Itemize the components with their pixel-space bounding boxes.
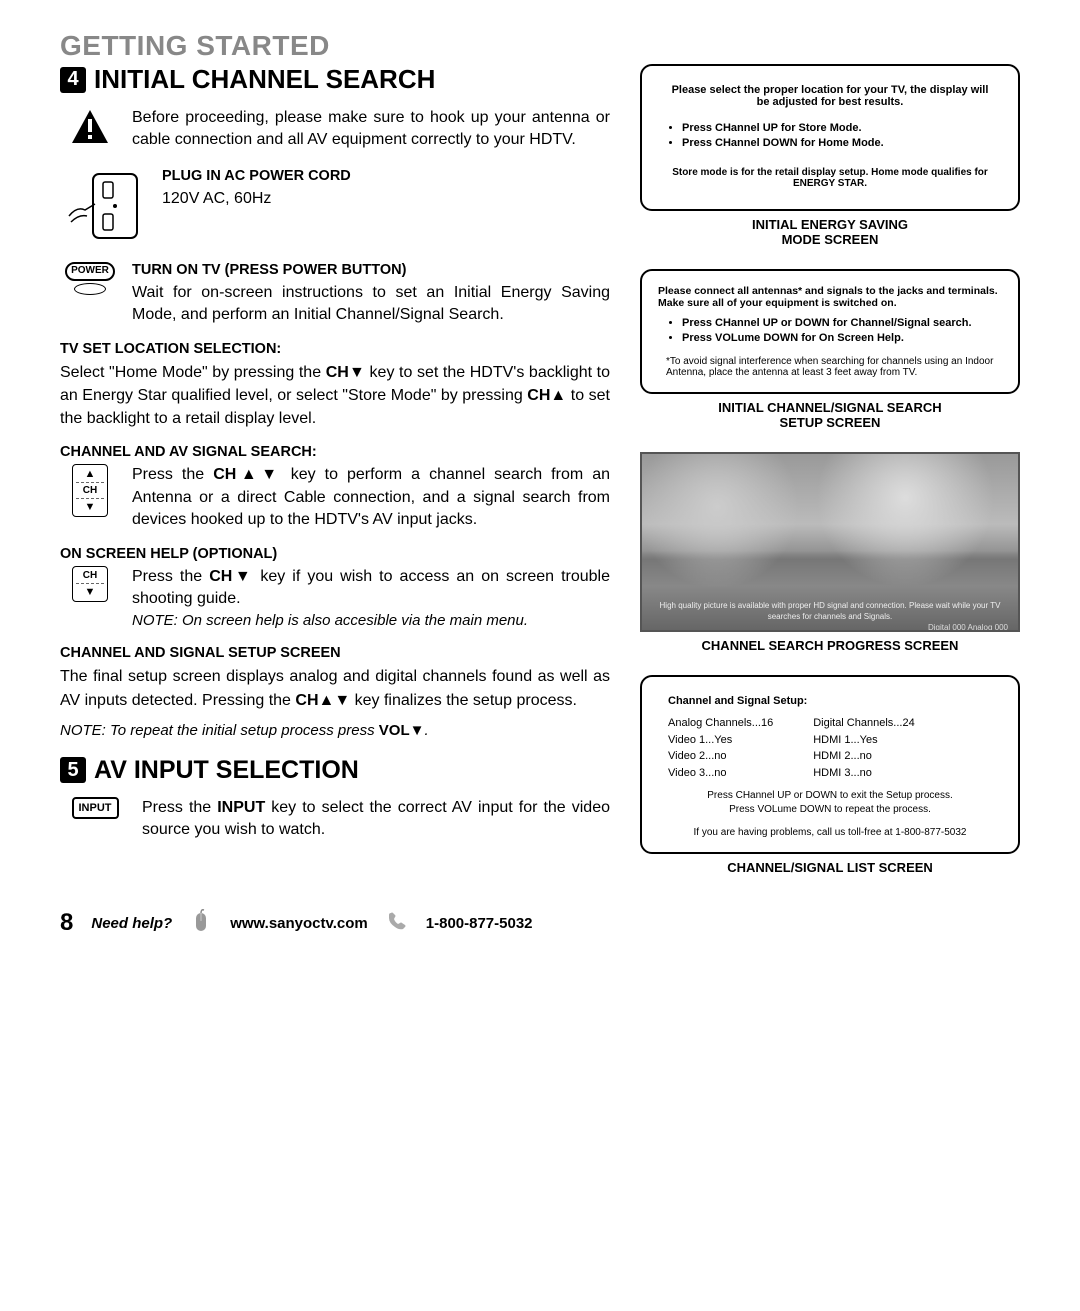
ch-updown-icon: CH [60,464,120,517]
turnon-head: TURN ON TV (PRESS POWER BUTTON) [132,260,610,280]
help-text-block: Press the CH▼ key if you wish to access … [132,566,610,632]
power-button-label: POWER [65,262,115,281]
energy-intro: Please select the proper location for yo… [668,84,992,108]
warning-row: Before proceeding, please make sure to h… [60,107,610,152]
footer-help: Need help? [91,915,172,932]
caption2: INITIAL CHANNEL/SIGNAL SEARCHSETUP SCREE… [640,400,1020,430]
list-cols: Analog Channels...16 Video 1...Yes Video… [668,715,1002,781]
search-intro: Please connect all antennas* and signals… [658,285,1002,309]
loc-head: TV SET LOCATION SELECTION: [60,341,610,357]
av-text: Press the INPUT key to select the correc… [142,797,610,842]
section-title: GETTING STARTED [60,30,1020,62]
progress-banner: High quality picture is available with p… [650,601,1010,622]
plug-head: PLUG IN AC POWER CORD [162,166,610,186]
av-row: INPUT Press the INPUT key to select the … [60,797,610,842]
help-note: NOTE: On screen help is also accesible v… [132,610,610,631]
input-button-label: INPUT [72,797,119,819]
list-instr: Press CHannel UP or DOWN to exit the Set… [658,789,1002,817]
warning-text: Before proceeding, please make sure to h… [132,107,610,152]
energy-note: Store mode is for the retail display set… [668,167,992,189]
turnon-text: Wait for on-screen instructions to set a… [132,282,610,327]
power-icon: POWER [60,260,120,295]
mouse-icon [190,907,212,939]
list-title: Channel and Signal Setup: [668,695,1002,707]
step4-title: INITIAL CHANNEL SEARCH [94,64,435,95]
progress-screen: High quality picture is available with p… [640,452,1020,632]
chav-head: CHANNEL AND AV SIGNAL SEARCH: [60,444,610,460]
search-setup-screen: Please connect all antennas* and signals… [640,269,1020,394]
plug-row: PLUG IN AC POWER CORD 120V AC, 60Hz [60,166,610,246]
turnon-row: POWER TURN ON TV (PRESS POWER BUTTON) Wa… [60,260,610,327]
warning-icon [60,107,120,147]
energy-screen: Please select the proper location for yo… [640,64,1020,211]
list-col1: Analog Channels...16 Video 1...Yes Video… [668,715,773,781]
power-oval-icon [74,283,106,295]
loc-text: Select "Home Mode" by pressing the CH▼ k… [60,361,610,431]
energy-bullet2: Press CHannel DOWN for Home Mode. [682,137,1002,149]
input-icon: INPUT [60,797,130,819]
footer-phone: 1-800-877-5032 [426,915,533,932]
ch-down-icon: CH [60,566,120,602]
setup-note: NOTE: To repeat the initial setup proces… [60,720,610,742]
list-col2: Digital Channels...24 HDMI 1...Yes HDMI … [813,715,915,781]
progress-stat: Digital 000 Analog 000 [928,623,1008,632]
plug-text: PLUG IN AC POWER CORD 120V AC, 60Hz [162,166,610,211]
setup-head: CHANNEL AND SIGNAL SETUP SCREEN [60,645,610,661]
list-screen: Channel and Signal Setup: Analog Channel… [640,675,1020,854]
chav-row: CH Press the CH▲▼ key to perform a chann… [60,464,610,531]
page-number: 8 [60,909,73,937]
help-text: Press the CH▼ key if you wish to access … [132,566,610,611]
plug-spec: 120V AC, 60Hz [162,188,610,210]
plug-icon [60,166,150,246]
help-head: ON SCREEN HELP (OPTIONAL) [60,546,610,562]
setup-text: The final setup screen displays analog a… [60,665,610,711]
page-columns: 4 INITIAL CHANNEL SEARCH Before proceedi… [60,64,1020,879]
step5-title: AV INPUT SELECTION [94,756,359,785]
search-bullet1: Press CHannel UP or DOWN for Channel/Sig… [682,317,1002,329]
step5-heading-row: 5 AV INPUT SELECTION [60,756,610,785]
phone-icon [386,910,408,936]
step4-number: 4 [60,67,86,93]
left-column: 4 INITIAL CHANNEL SEARCH Before proceedi… [60,64,610,879]
chav-text: Press the CH▲▼ key to perform a channel … [132,464,610,531]
search-foot: *To avoid signal interference when searc… [658,356,1002,378]
energy-bullet1: Press CHannel UP for Store Mode. [682,122,1002,134]
right-column: Please select the proper location for yo… [640,64,1020,879]
footer: 8 Need help? www.sanyoctv.com 1-800-877-… [60,907,1020,939]
step5-number: 5 [60,757,86,783]
turnon-text-block: TURN ON TV (PRESS POWER BUTTON) Wait for… [132,260,610,327]
help-row: CH Press the CH▼ key if you wish to acce… [60,566,610,632]
step4-heading-row: 4 INITIAL CHANNEL SEARCH [60,64,610,95]
caption4: CHANNEL/SIGNAL LIST SCREEN [640,860,1020,875]
list-help: If you are having problems, call us toll… [658,827,1002,838]
footer-web: www.sanyoctv.com [230,915,368,932]
caption1: INITIAL ENERGY SAVINGMODE SCREEN [640,217,1020,247]
caption3: CHANNEL SEARCH PROGRESS SCREEN [640,638,1020,653]
search-bullet2: Press VOLume DOWN for On Screen Help. [682,332,1002,344]
